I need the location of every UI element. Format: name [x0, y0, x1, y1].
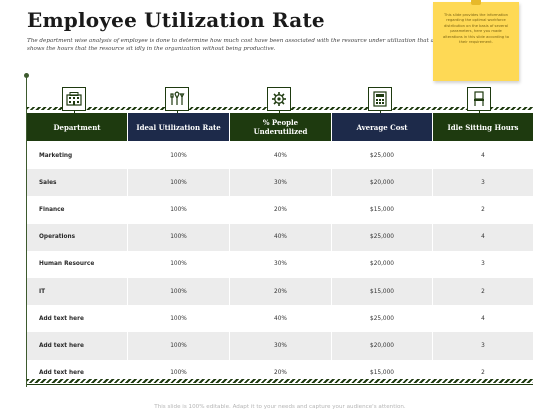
cell-ideal-rate: 100%: [128, 332, 230, 360]
table-row: Sales 100% 30% $20,000 3: [27, 169, 533, 197]
cell-ideal-rate: 100%: [128, 169, 230, 197]
bottom-rule: [27, 384, 533, 385]
page-title: Employee Utilization Rate: [27, 8, 325, 32]
cell-underutilized: 40%: [230, 142, 332, 170]
page-subtitle: The department wise analysis of employee…: [27, 38, 442, 52]
cell-ideal-rate: 100%: [128, 250, 230, 278]
bottom-stripe-band: [27, 379, 533, 383]
table-row: Add text here 100% 30% $20,000 3: [27, 332, 533, 360]
table-row: Human Resource 100% 30% $20,000 3: [27, 250, 533, 278]
cell-idle-hours: 4: [433, 142, 533, 170]
table-row: IT 100% 20% $15,000 2: [27, 277, 533, 306]
cell-department: Operations: [27, 223, 128, 251]
table-row: Finance 100% 20% $15,000 2: [27, 196, 533, 224]
cell-underutilized: 40%: [230, 223, 332, 251]
sticky-note-text: This slide provides the information rega…: [442, 13, 510, 45]
cell-ideal-rate: 100%: [128, 305, 230, 333]
cell-department: Sales: [27, 169, 128, 197]
cell-avg-cost: $25,000: [332, 223, 433, 251]
footer-note: This slide is 100% editable. Adapt it to…: [154, 404, 406, 410]
tools-icon: [165, 87, 189, 111]
table-body: Marketing 100% 40% $25,000 4 Sales 100% …: [27, 142, 533, 387]
gear-icon: [267, 87, 291, 111]
cell-ideal-rate: 100%: [128, 223, 230, 251]
cell-department: Marketing: [27, 142, 128, 170]
cell-department: IT: [27, 277, 128, 306]
header-ideal-utilization-rate: Ideal Utilization Rate: [128, 113, 230, 141]
note-pin: [471, 0, 481, 5]
timeline-line: [26, 76, 27, 387]
cell-avg-cost: $25,000: [332, 305, 433, 333]
cell-avg-cost: $20,000: [332, 332, 433, 360]
table-row: Marketing 100% 40% $25,000 4: [27, 142, 533, 170]
timeline-dot: [24, 73, 29, 78]
cell-department: Finance: [27, 196, 128, 224]
cell-idle-hours: 3: [433, 169, 533, 197]
cell-underutilized: 30%: [230, 169, 332, 197]
header-idle-sitting-hours: Idle Sitting Hours: [433, 113, 533, 141]
table-header: Department Ideal Utilization Rate % Peop…: [27, 113, 533, 141]
cell-idle-hours: 2: [433, 277, 533, 306]
cell-idle-hours: 3: [433, 250, 533, 278]
cell-avg-cost: $20,000: [332, 250, 433, 278]
cell-ideal-rate: 100%: [128, 277, 230, 306]
cell-idle-hours: 4: [433, 223, 533, 251]
cell-idle-hours: 3: [433, 332, 533, 360]
cell-ideal-rate: 100%: [128, 196, 230, 224]
cell-avg-cost: $15,000: [332, 196, 433, 224]
table-row: Add text here 100% 40% $25,000 4: [27, 305, 533, 333]
table-row: Operations 100% 40% $25,000 4: [27, 223, 533, 251]
sticky-note: This slide provides the information rega…: [433, 0, 519, 81]
header-department: Department: [27, 113, 128, 141]
header-people-underutilized: % People Underutilized: [230, 113, 332, 141]
building-icon: [62, 87, 86, 111]
cell-idle-hours: 2: [433, 196, 533, 224]
cell-department: Add text here: [27, 305, 128, 333]
cell-avg-cost: $25,000: [332, 142, 433, 170]
header-average-cost: Average Cost: [332, 113, 433, 141]
calculator-icon: [368, 87, 392, 111]
cell-department: Human Resource: [27, 250, 128, 278]
cell-underutilized: 20%: [230, 277, 332, 306]
chair-icon: [467, 87, 491, 111]
cell-department: Add text here: [27, 332, 128, 360]
cell-avg-cost: $15,000: [332, 277, 433, 306]
cell-idle-hours: 4: [433, 305, 533, 333]
cell-ideal-rate: 100%: [128, 142, 230, 170]
cell-underutilized: 20%: [230, 196, 332, 224]
cell-avg-cost: $20,000: [332, 169, 433, 197]
cell-underutilized: 40%: [230, 305, 332, 333]
cell-underutilized: 30%: [230, 250, 332, 278]
cell-underutilized: 30%: [230, 332, 332, 360]
